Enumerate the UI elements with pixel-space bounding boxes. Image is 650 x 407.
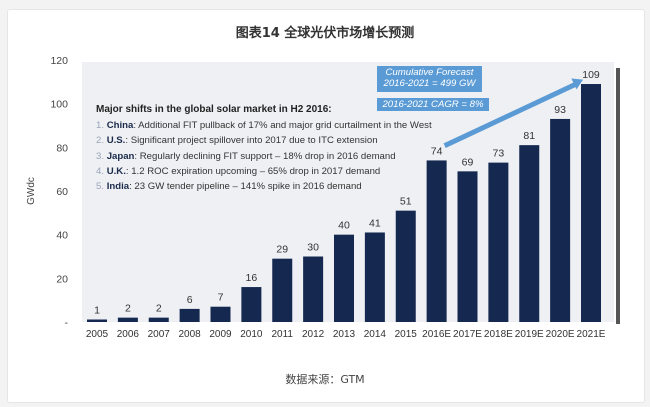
data-label: 40	[338, 220, 350, 232]
x-tick-label: 2019E	[515, 329, 544, 340]
x-tick-label: 2009	[209, 329, 232, 340]
y-tick-label: 100	[50, 99, 68, 111]
x-tick-label: 2014	[364, 329, 387, 340]
bars	[87, 84, 601, 323]
x-tick-label: 2018E	[484, 329, 513, 340]
bar	[148, 317, 169, 322]
x-tick-label: 2013	[333, 329, 356, 340]
trend-arrow-shaft	[443, 81, 579, 148]
x-tick-label: 2021E	[577, 329, 606, 340]
data-label: 51	[400, 196, 412, 208]
annotation-item: 3. Japan: Regularly declining FIT suppor…	[96, 150, 396, 162]
callout-cagr: 2016-2021 CAGR = 8%	[377, 98, 489, 111]
bar	[395, 210, 416, 322]
data-label: 2	[156, 303, 162, 315]
y-tick-label: -	[65, 317, 69, 329]
data-label: 41	[369, 217, 381, 229]
bar	[581, 84, 601, 323]
chart-title: 图表14 全球光伏市场增长预测	[235, 26, 415, 41]
bar	[364, 232, 385, 322]
annotation-item: 4. U.K.: 1.2 ROC expiration upcoming – 6…	[96, 165, 381, 177]
data-label: 30	[307, 242, 319, 254]
bar	[457, 171, 478, 322]
x-tick-label: 2011	[271, 329, 293, 340]
data-label: 2	[125, 303, 131, 315]
data-label: 109	[582, 69, 600, 81]
y-tick-label: 40	[56, 230, 68, 242]
bar	[550, 118, 571, 322]
trend-arrow	[443, 78, 583, 148]
data-label: 73	[493, 148, 505, 160]
x-tick-label: 2007	[148, 329, 171, 340]
bar	[303, 256, 324, 322]
x-tick-label: 2006	[117, 329, 140, 340]
x-tick-label: 2005	[86, 329, 109, 340]
bar	[426, 160, 447, 322]
y-tick-label: 60	[56, 186, 68, 198]
x-tick-label: 2020E	[546, 329, 575, 340]
data-label: 1	[94, 305, 100, 317]
data-labels: 1 2 2 6 7 16 29 30 40 41 51 74 69 73 81 93 109	[94, 69, 600, 316]
data-label: 74	[431, 145, 443, 157]
x-tick-label: 2015	[395, 329, 418, 340]
bar	[241, 287, 262, 322]
bar	[117, 317, 138, 322]
data-label: 69	[462, 156, 474, 168]
data-label: 7	[218, 292, 224, 304]
x-tick-label: 2012	[302, 329, 325, 340]
plot-shadow-edge	[616, 68, 620, 324]
callout-cumulative-forecast: Cumulative Forecast 2016-2021 = 499 GW	[377, 66, 482, 92]
bar	[272, 258, 293, 322]
x-axis-ticks: 2005 2006 2007 2008 2009 2010 2011 2012 2013 2014…	[86, 329, 606, 340]
bar	[210, 306, 231, 322]
annotation-heading: Major shifts in the global solar market …	[96, 104, 332, 115]
trend-arrow-head	[571, 78, 583, 90]
data-label: 81	[523, 130, 535, 142]
y-axis-ticks: - 20 40 60 80 100 120	[50, 55, 68, 329]
data-label: 16	[246, 272, 258, 284]
x-tick-label: 2008	[179, 329, 202, 340]
y-tick-label: 80	[56, 142, 68, 154]
bar	[519, 145, 540, 322]
y-tick-label: 120	[50, 55, 68, 67]
x-tick-label: 2016E	[422, 329, 451, 340]
data-label: 6	[187, 294, 193, 306]
bar	[179, 308, 200, 322]
x-tick-label: 2010	[240, 329, 263, 340]
annotation-box: Major shifts in the global solar market …	[96, 102, 432, 194]
data-label: 93	[554, 104, 566, 116]
annotation-item: 1. China: Additional FIT pullback of 17%…	[96, 120, 432, 132]
y-tick-label: 20	[56, 273, 68, 285]
data-source: 数据来源：GTM	[285, 373, 365, 386]
annotation-item: 5. India: 23 GW tender pipeline – 141% s…	[96, 181, 362, 193]
bar	[87, 319, 107, 322]
annotation-item: 2. U.S.: Significant project spillover i…	[96, 135, 378, 147]
data-label: 29	[276, 244, 288, 256]
bar	[488, 162, 509, 322]
bar	[334, 234, 354, 322]
x-tick-label: 2017E	[453, 329, 482, 340]
y-axis-label: GWdc	[26, 177, 37, 205]
